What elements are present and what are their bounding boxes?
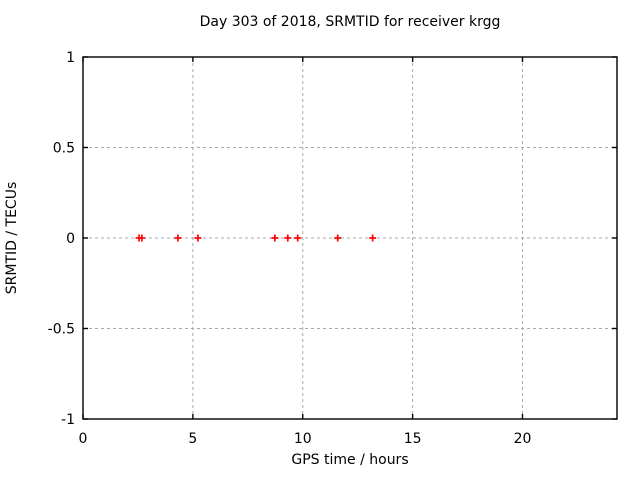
data-point-marker [194,234,202,242]
data-point-marker [294,234,302,242]
data-point-marker [369,234,377,242]
y-tick-label: 0.5 [53,141,75,157]
data-point-marker [334,234,342,242]
x-tick-label: 20 [514,431,532,447]
x-tick-label: 10 [294,431,312,447]
data-point-marker [138,234,146,242]
y-tick-label: -0.5 [48,322,75,338]
x-tick-label: 5 [188,431,197,447]
y-tick-label: 1 [66,50,75,66]
x-tick-label: 15 [404,431,422,447]
data-point-marker [271,234,279,242]
data-point-marker [284,234,292,242]
y-tick-label: 0 [66,231,75,247]
x-tick-label: 0 [79,431,88,447]
chart-title: Day 303 of 2018, SRMTID for receiver krg… [199,14,501,30]
y-tick-label: -1 [61,412,75,428]
data-point-marker [174,234,182,242]
x-axis-label: GPS time / hours [291,452,409,468]
